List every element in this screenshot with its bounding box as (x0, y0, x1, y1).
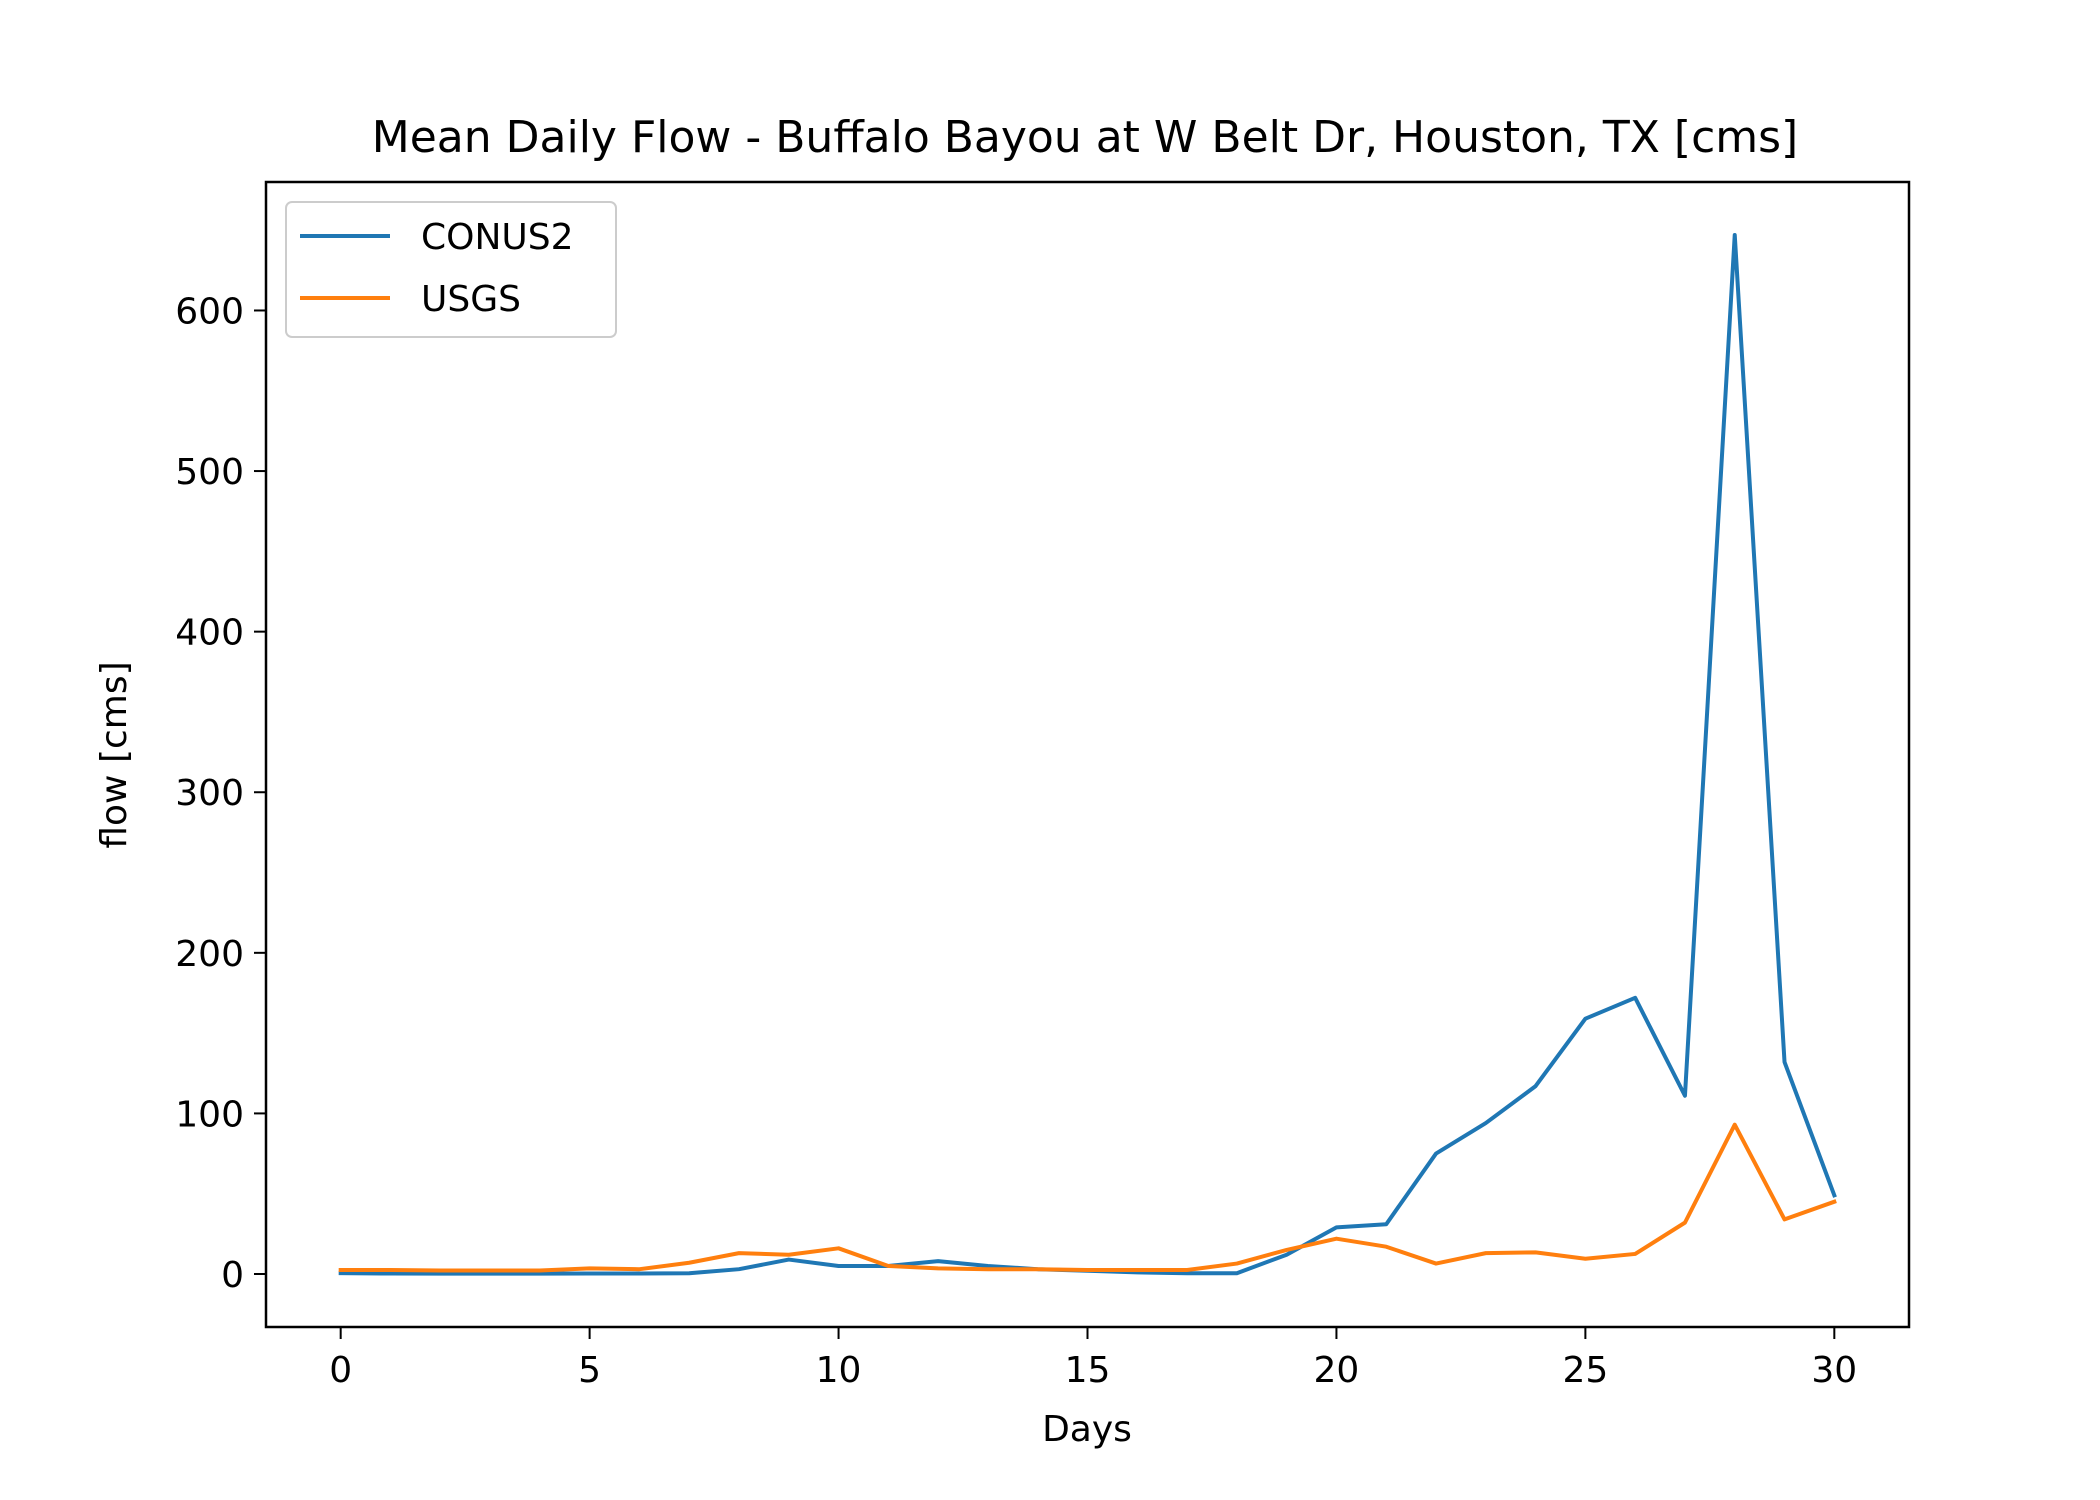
legend-label-usgs: USGS (421, 279, 521, 320)
x-tick-label: 10 (816, 1350, 862, 1391)
x-tick-label: 0 (329, 1350, 352, 1391)
series-layer (338, 232, 1837, 1276)
x-axis-label: Days (1042, 1409, 1132, 1450)
chart-title: Mean Daily Flow - Buffalo Bayou at W Bel… (372, 112, 1798, 163)
y-axis-label: flow [cms] (94, 661, 135, 848)
legend: CONUS2 USGS (285, 201, 617, 338)
x-tick-label: 15 (1065, 1350, 1111, 1391)
y-tick-label: 200 (175, 934, 244, 975)
y-axis: 0 100 200 300 400 500 600 (175, 291, 266, 1296)
y-tick-label: 600 (175, 291, 244, 332)
y-tick-label: 300 (175, 773, 244, 814)
legend-label-conus2: CONUS2 (421, 217, 574, 258)
y-tick-label: 500 (175, 452, 244, 493)
x-tick-label: 5 (578, 1350, 601, 1391)
x-tick-label: 25 (1562, 1350, 1608, 1391)
y-tick-label: 0 (221, 1255, 244, 1296)
y-tick-label: 400 (175, 613, 244, 654)
x-tick-label: 30 (1811, 1350, 1857, 1391)
x-axis: 0 5 10 15 20 25 30 (329, 1327, 1857, 1391)
x-tick-label: 20 (1314, 1350, 1360, 1391)
y-tick-label: 100 (175, 1094, 244, 1135)
